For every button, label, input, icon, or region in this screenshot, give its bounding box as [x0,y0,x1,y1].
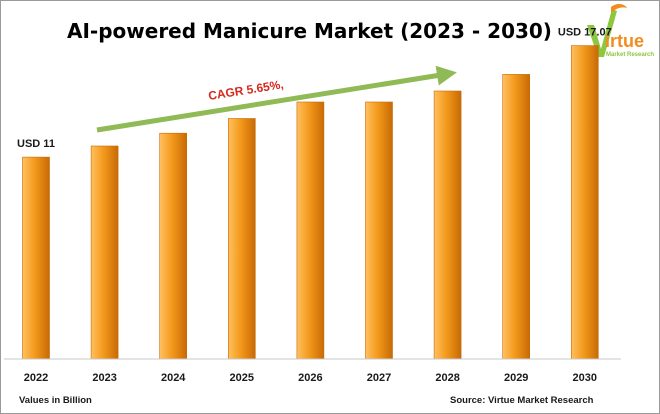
bar-2022 [22,156,50,360]
data-label: USD 11 [17,138,55,150]
cagr-trend-arrow [96,65,457,133]
x-tick-label: 2030 [573,372,597,384]
chart-title: AI-powered Manicure Market (2023 - 2030) [67,19,552,43]
virtue-logo: irtue Market Research [587,4,654,58]
bar-2026 [296,101,325,360]
x-tick-label: 2027 [367,372,391,384]
bar-2027 [365,101,393,360]
x-tick-label: 2026 [298,372,322,384]
x-tick-label: 2024 [161,372,186,384]
bar-2028 [433,90,462,360]
bar-2029 [502,74,531,360]
units-note: Values in Billion [19,395,92,406]
logo-v-mark [587,9,617,57]
x-tick-label: 2029 [504,372,528,384]
logo-tagline: Market Research [606,52,654,58]
bar-2025 [228,118,256,360]
bar-2030 [570,45,599,360]
logo-leaf-icon [611,4,627,13]
source-note: Source: Virtue Market Research [450,395,594,406]
data-label: USD 17.07 [558,27,612,39]
x-tick-label: 2028 [435,372,459,384]
x-tick-label: 2025 [230,372,254,384]
bar-2023 [90,145,119,360]
cagr-annotation: CAGR 5.65%, [207,77,284,103]
logo-wordmark: irtue [605,31,644,51]
x-tick-label: 2023 [92,372,116,384]
bar-2024 [159,132,187,360]
x-tick-label: 2022 [24,372,48,384]
